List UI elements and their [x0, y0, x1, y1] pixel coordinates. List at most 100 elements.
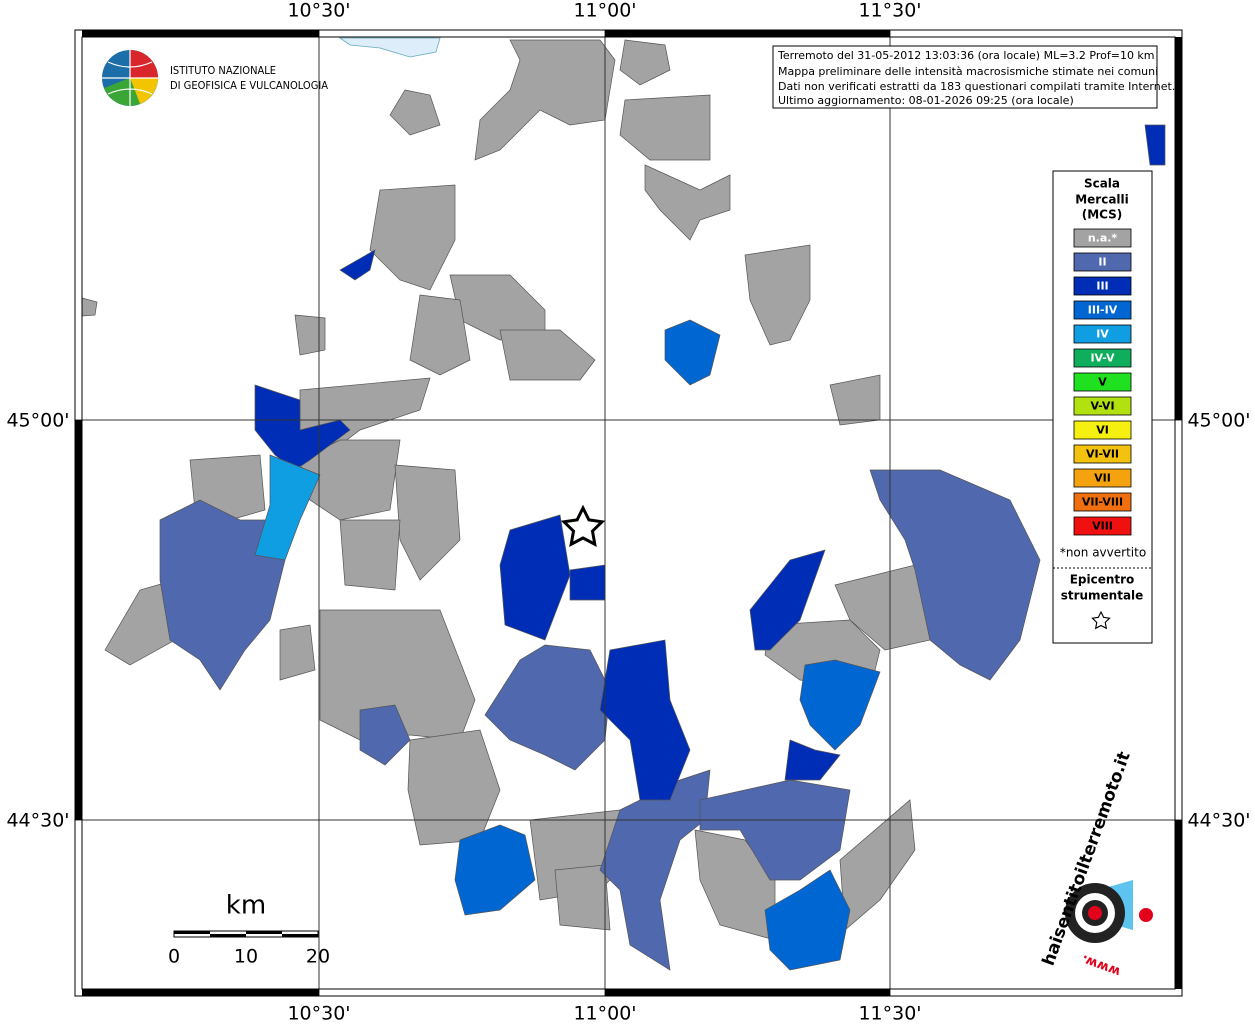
legend-label: VII-VIII — [1082, 496, 1123, 509]
logo-lines — [102, 50, 158, 106]
scale-unit: km — [226, 891, 266, 921]
legend-epicenter: Epicentro — [1070, 573, 1135, 587]
scale-segment — [210, 934, 246, 937]
legend-star — [1091, 610, 1111, 630]
legend-title: Scala — [1084, 177, 1120, 191]
lon-label: 11°00' — [573, 1003, 636, 1024]
municipality — [784, 739, 841, 781]
municipality — [389, 89, 441, 136]
municipality — [369, 184, 456, 291]
legend-label: VI-VII — [1086, 448, 1119, 461]
municipality — [339, 249, 376, 281]
epicenter-star — [560, 504, 606, 547]
frame-bar — [605, 989, 890, 996]
municipality — [189, 454, 266, 521]
info-line: Mappa preliminare delle intensità macros… — [778, 65, 1158, 78]
legend-swatch — [1073, 372, 1132, 392]
frame-bar — [82, 989, 319, 996]
legend-title: (MCS) — [1082, 208, 1123, 222]
graticule — [75, 30, 1182, 996]
municipality — [359, 704, 411, 766]
frame-bar — [75, 420, 82, 820]
lat-label: 44°30' — [1187, 810, 1250, 832]
legend-label: III-IV — [1088, 304, 1118, 317]
legend-label: V — [1098, 376, 1107, 389]
legend-label: VII — [1094, 472, 1111, 485]
logo-dot — [1088, 906, 1102, 920]
legend-label: VIII — [1092, 520, 1113, 533]
legend-label: III — [1096, 280, 1108, 293]
legend-swatch — [1073, 324, 1132, 344]
legend-swatch — [1073, 444, 1132, 464]
scale-label: 20 — [306, 946, 330, 968]
legend-swatch — [1073, 516, 1132, 536]
lon-label: 10°30' — [287, 0, 350, 22]
lat-label: 45°00' — [6, 410, 69, 432]
legend-swatch — [1073, 396, 1132, 416]
info-line: Terremoto del 31-05-2012 13:03:36 (ora l… — [777, 49, 1155, 62]
legend-swatch — [1073, 420, 1132, 440]
legend-title: Mercalli — [1075, 193, 1129, 207]
lat-label: 44°30' — [6, 810, 69, 832]
municipality — [799, 659, 881, 751]
municipality — [499, 514, 571, 641]
municipality — [554, 864, 611, 931]
municipality — [159, 499, 286, 691]
municipality — [1144, 124, 1166, 166]
municipality — [254, 384, 351, 471]
lon-label: 11°00' — [573, 0, 636, 22]
municipality — [834, 564, 931, 651]
legend-swatch — [1073, 252, 1132, 272]
institute-name: ISTITUTO NAZIONALE — [170, 64, 276, 77]
legend-swatch — [1073, 276, 1132, 296]
municipality — [499, 329, 596, 381]
municipality — [744, 244, 811, 346]
info-line: Ultimo aggiornamento: 08-01-2026 09:25 (… — [778, 94, 1074, 107]
legend-note: *non avvertito — [1060, 546, 1146, 560]
logo-segment — [104, 78, 140, 106]
municipality — [599, 639, 691, 801]
scale-bar: km 0 10 20 — [168, 891, 330, 968]
frame-bar — [1175, 820, 1182, 989]
legend-epicenter: strumentale — [1061, 589, 1144, 603]
logo-question — [1139, 908, 1153, 922]
municipality — [619, 94, 711, 161]
legend-swatch — [1073, 300, 1132, 320]
lon-label: 10°30' — [287, 1003, 350, 1024]
info-box: Terremoto del 31-05-2012 13:03:36 (ora l… — [772, 45, 1175, 109]
frame-bar — [82, 30, 319, 37]
legend-swatch — [1073, 468, 1132, 488]
scale-segment — [174, 931, 210, 934]
lake — [338, 37, 441, 58]
frame-bar — [605, 30, 890, 37]
institute-name: DI GEOFISICA E VULCANOLOGIA — [170, 79, 328, 92]
lon-label: 11°30' — [858, 1003, 921, 1024]
municipality — [279, 624, 316, 681]
ingv-logo: ISTITUTO NAZIONALE DI GEOFISICA E VULCAN… — [102, 50, 328, 106]
municipality — [699, 779, 851, 881]
legend-label: IV-V — [1090, 352, 1115, 365]
municipality — [869, 469, 1041, 681]
legend-label: V-VI — [1090, 400, 1114, 413]
legend-label: VI — [1096, 424, 1109, 437]
legend: Scala Mercalli (MCS) *non avvertito Epic… — [1052, 170, 1153, 644]
scale-segment — [282, 934, 318, 937]
logo-segment — [130, 50, 158, 78]
municipality — [294, 314, 326, 356]
legend-label: II — [1098, 256, 1106, 269]
municipality — [474, 39, 616, 161]
municipality — [764, 869, 851, 971]
municipality — [644, 164, 731, 241]
info-line: Dati non verificati estratti da 183 ques… — [778, 80, 1175, 93]
lon-label: 11°30' — [858, 0, 921, 22]
municipality — [254, 454, 321, 561]
municipality — [664, 319, 721, 386]
frame-inner — [81, 36, 1176, 990]
municipality — [454, 824, 536, 916]
frame-bar — [1175, 37, 1182, 420]
municipality — [569, 564, 606, 601]
municipality — [299, 439, 401, 521]
municipality — [619, 39, 671, 86]
legend-label: IV — [1096, 328, 1109, 341]
